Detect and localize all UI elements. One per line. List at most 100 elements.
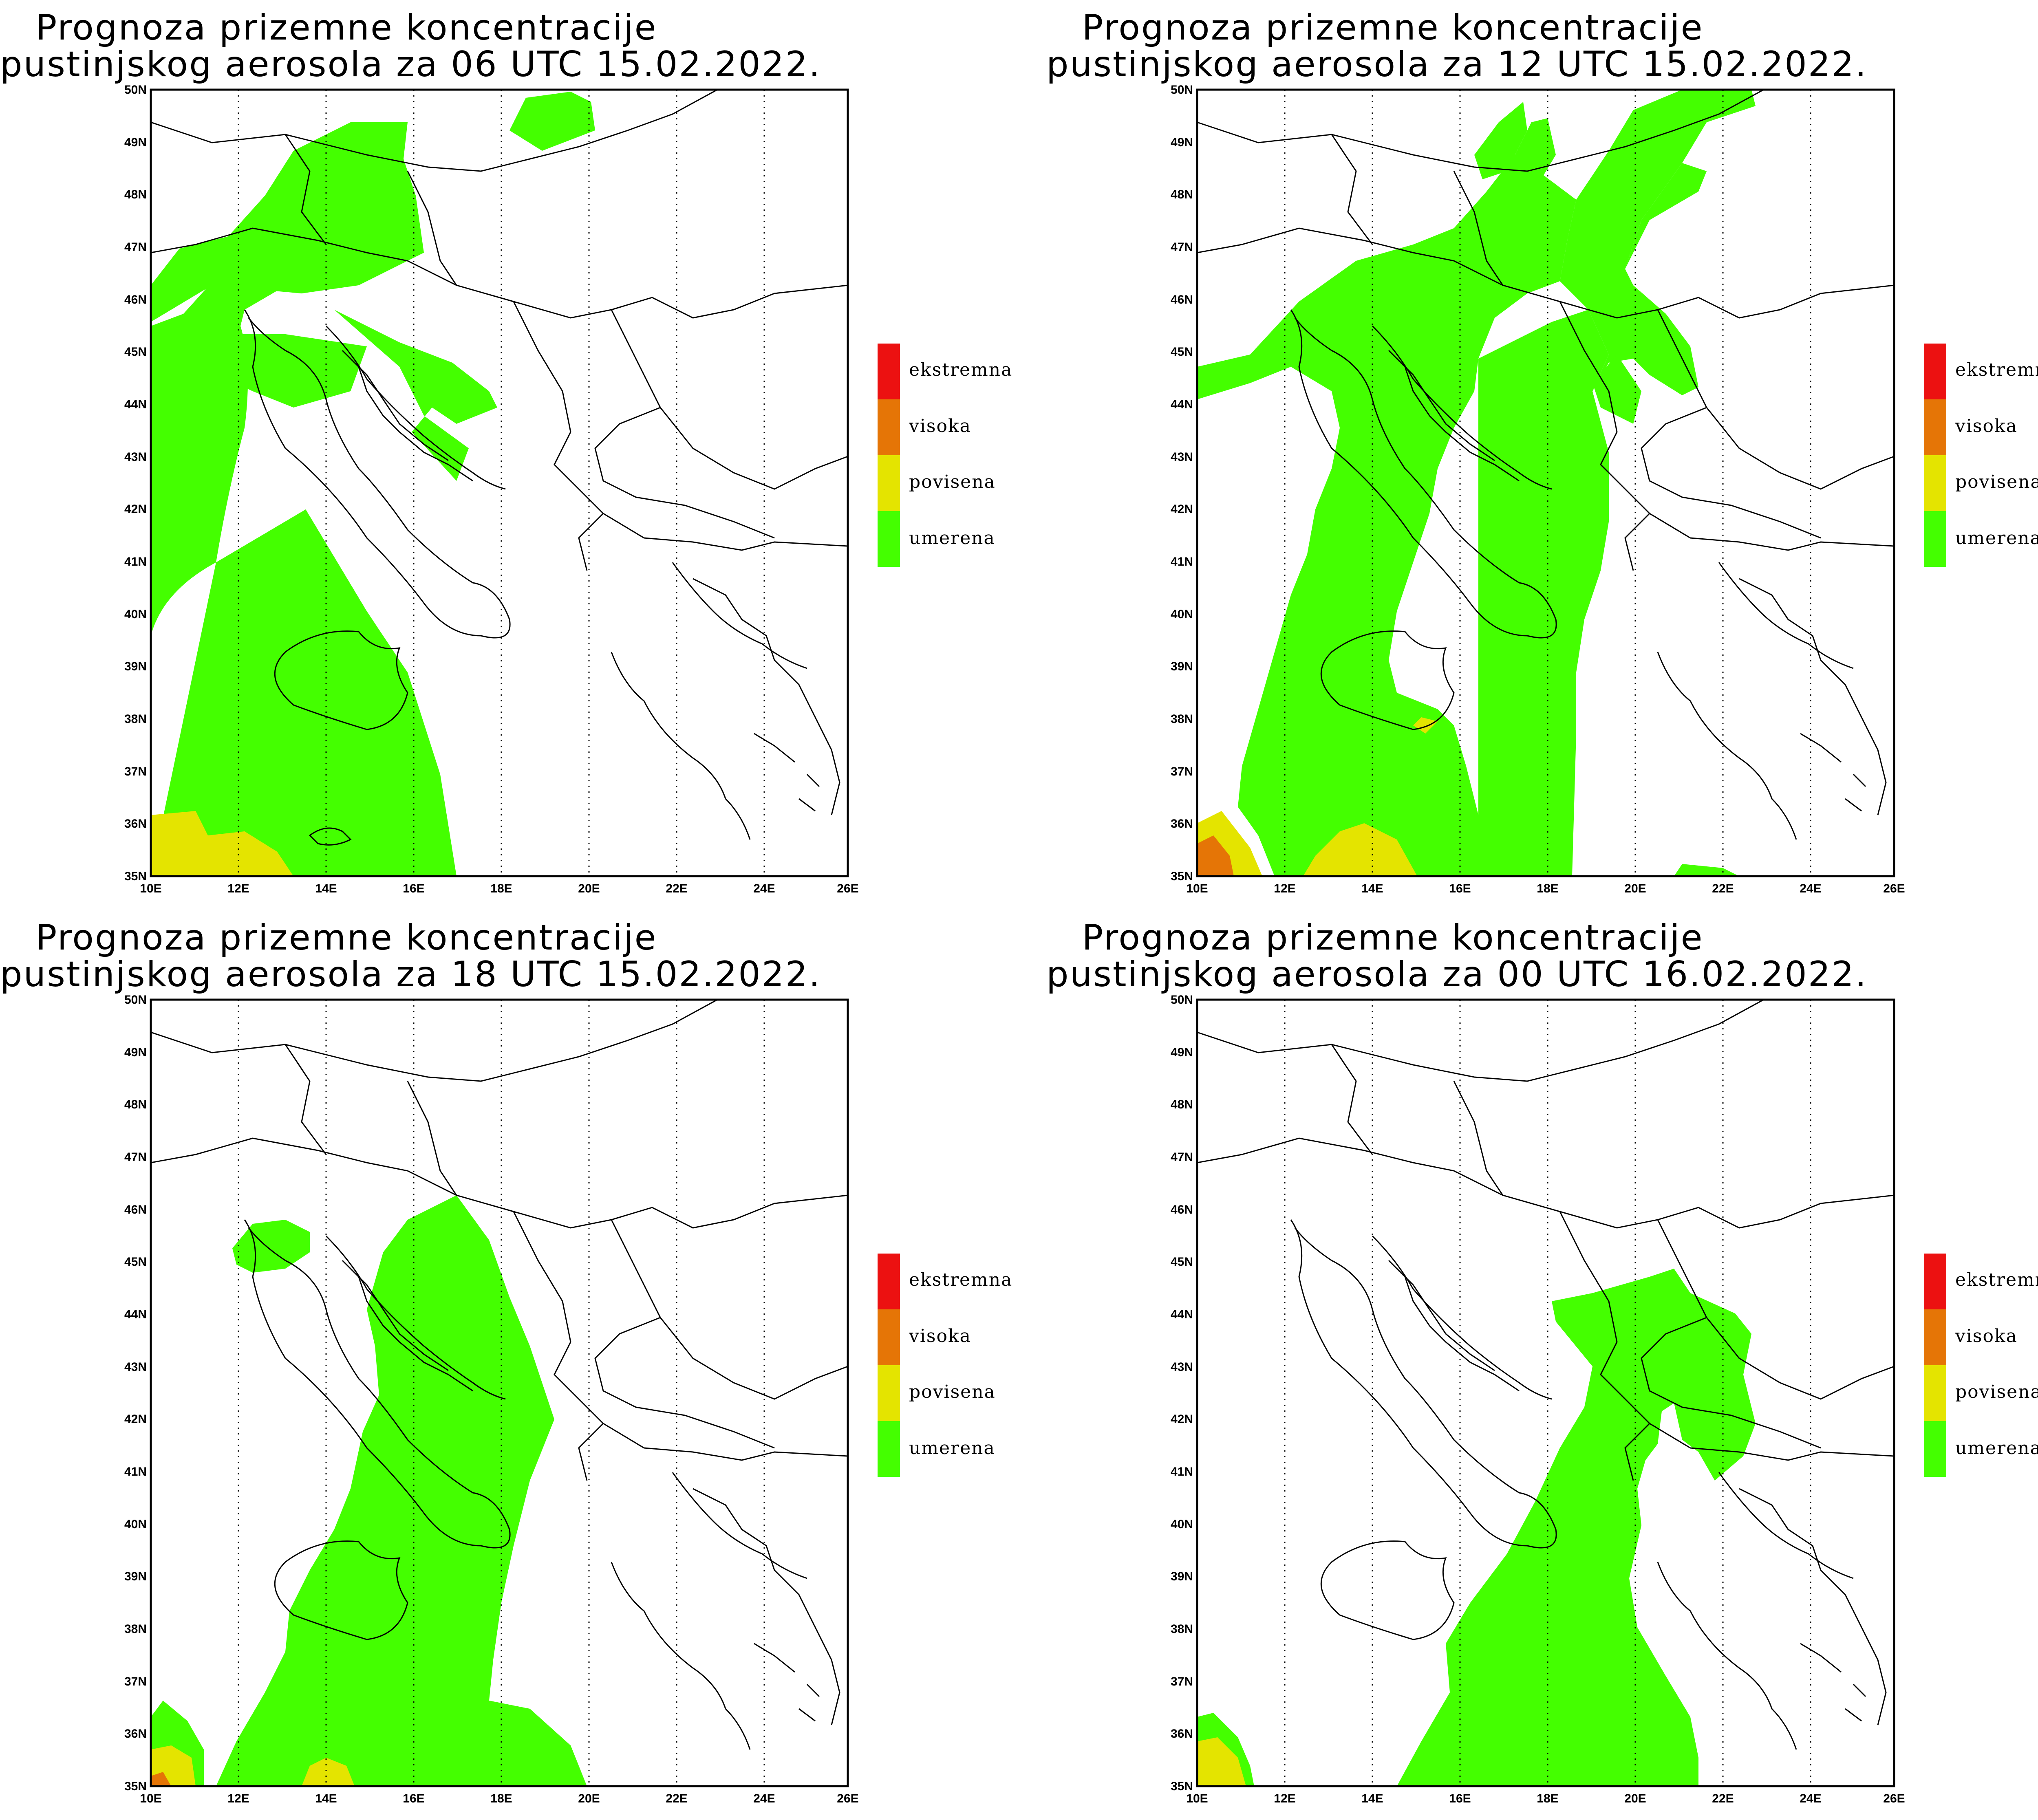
svg-text:50N: 50N	[124, 83, 147, 97]
svg-text:12E: 12E	[1274, 882, 1295, 895]
svg-text:41N: 41N	[124, 555, 147, 568]
y-axis-labels: 35N 36N 37N 38N 39N 40N 41N 42N 43N 44N …	[1171, 993, 1193, 1793]
svg-text:14E: 14E	[1361, 1792, 1383, 1805]
legend-swatch-visoka	[1924, 1309, 1946, 1365]
svg-text:16E: 16E	[403, 1792, 424, 1805]
forecast-panel-12utc: Prognoza prizemne koncentracije pustinjs…	[1046, 0, 2038, 910]
svg-text:45N: 45N	[124, 345, 147, 359]
svg-text:41N: 41N	[124, 1465, 147, 1478]
svg-text:44N: 44N	[1171, 1308, 1193, 1321]
legend-label-umerena: umerena	[1955, 528, 2038, 549]
legend-label-povisena: povisena	[909, 472, 996, 492]
svg-text:44N: 44N	[124, 1308, 147, 1321]
svg-text:49N: 49N	[1171, 136, 1193, 149]
svg-text:42N: 42N	[1171, 502, 1193, 516]
svg-text:45N: 45N	[1171, 345, 1193, 359]
svg-text:26E: 26E	[1883, 1792, 1905, 1805]
svg-text:38N: 38N	[1171, 712, 1193, 726]
svg-text:42N: 42N	[124, 502, 147, 516]
svg-text:35N: 35N	[1171, 1780, 1193, 1793]
legend-label-visoka: visoka	[1955, 416, 2018, 436]
svg-text:24E: 24E	[753, 882, 775, 895]
svg-text:35N: 35N	[124, 870, 147, 883]
svg-text:20E: 20E	[578, 882, 600, 895]
coastline-islands	[342, 1260, 840, 1725]
svg-text:18E: 18E	[490, 1792, 512, 1805]
map-frame	[150, 998, 849, 1787]
legend-label-umerena: umerena	[909, 528, 995, 549]
svg-text:46N: 46N	[1171, 1203, 1193, 1216]
svg-text:12E: 12E	[227, 1792, 249, 1805]
panel-title-line1: Prognoza prizemne koncentracije	[1082, 917, 1704, 958]
aerosol-povisena-area	[1197, 1737, 1246, 1786]
legend-label-visoka: visoka	[909, 416, 971, 436]
svg-text:49N: 49N	[1171, 1046, 1193, 1059]
svg-text:14E: 14E	[315, 1792, 337, 1805]
svg-text:36N: 36N	[124, 1727, 147, 1741]
svg-text:14E: 14E	[315, 882, 337, 895]
x-axis-labels: 10E 12E 14E 16E 18E 20E 22E 24E 26E	[1186, 882, 1905, 895]
svg-text:10E: 10E	[140, 882, 161, 895]
map-frame	[150, 88, 849, 877]
svg-text:48N: 48N	[1171, 1098, 1193, 1111]
svg-text:42N: 42N	[1171, 1412, 1193, 1426]
panel-title-line1: Prognoza prizemne koncentracije	[1082, 7, 1704, 48]
svg-text:10E: 10E	[140, 1792, 161, 1805]
y-axis-labels: 35N 36N 37N 38N 39N 40N 41N 42N 43N 44N …	[124, 993, 147, 1793]
aerosol-umerena-area	[1197, 1269, 1756, 1786]
svg-text:49N: 49N	[124, 136, 147, 149]
legend: ekstremna visoka povisena umerena	[1924, 344, 2038, 567]
legend-swatch-ekstremna	[1924, 344, 1946, 399]
svg-text:44N: 44N	[1171, 398, 1193, 411]
x-axis-labels: 10E 12E 14E 16E 18E 20E 22E 24E 26E	[140, 1792, 858, 1805]
svg-text:38N: 38N	[124, 712, 147, 726]
svg-text:12E: 12E	[227, 882, 249, 895]
svg-text:12E: 12E	[1274, 1792, 1295, 1805]
legend-swatch-ekstremna	[1924, 1254, 1946, 1309]
x-axis-labels: 10E 12E 14E 16E 18E 20E 22E 24E 26E	[1186, 1792, 1905, 1805]
legend-label-povisena: povisena	[909, 1382, 996, 1402]
legend-swatch-ekstremna	[878, 1254, 900, 1309]
svg-text:41N: 41N	[1171, 1465, 1193, 1478]
legend-swatch-umerena	[878, 511, 900, 567]
svg-text:48N: 48N	[124, 188, 147, 201]
svg-text:16E: 16E	[1449, 882, 1471, 895]
legend-label-povisena: povisena	[1955, 1382, 2038, 1402]
svg-text:24E: 24E	[1800, 1792, 1821, 1805]
svg-text:47N: 47N	[1171, 1150, 1193, 1164]
legend-swatch-povisena	[1924, 1365, 1946, 1421]
map-frame	[1196, 998, 1895, 1787]
svg-text:37N: 37N	[124, 1675, 147, 1688]
svg-text:16E: 16E	[1449, 1792, 1471, 1805]
panel-title-line2: pustinjskog aerosola za 00 UTC 16.02.202…	[1046, 954, 1868, 995]
aerosol-umerena-area	[151, 1195, 587, 1786]
legend: ekstremna visoka povisena umerena	[878, 1254, 1012, 1477]
svg-text:38N: 38N	[124, 1622, 147, 1636]
aerosol-povisena-area	[151, 811, 293, 876]
svg-text:43N: 43N	[1171, 1360, 1193, 1374]
svg-text:35N: 35N	[124, 1780, 147, 1793]
legend: ekstremna visoka povisena umerena	[878, 344, 1012, 567]
forecast-panel-00utc: Prognoza prizemne koncentracije pustinjs…	[1046, 910, 2038, 1820]
svg-text:42N: 42N	[124, 1412, 147, 1426]
svg-text:40N: 40N	[1171, 608, 1193, 621]
svg-text:43N: 43N	[1171, 450, 1193, 464]
svg-text:37N: 37N	[1171, 765, 1193, 778]
forecast-panel-18utc: Prognoza prizemne koncentracije pustinjs…	[0, 910, 1046, 1820]
svg-text:22E: 22E	[1712, 882, 1734, 895]
svg-text:20E: 20E	[578, 1792, 600, 1805]
svg-text:18E: 18E	[1537, 882, 1558, 895]
svg-text:22E: 22E	[666, 1792, 687, 1805]
svg-text:43N: 43N	[124, 1360, 147, 1374]
svg-text:22E: 22E	[1712, 1792, 1734, 1805]
legend-label-umerena: umerena	[1955, 1438, 2038, 1459]
legend-swatch-povisena	[1924, 455, 1946, 511]
legend-swatch-umerena	[1924, 1421, 1946, 1477]
panel-title-line2: pustinjskog aerosola za 12 UTC 15.02.202…	[1046, 44, 1868, 85]
svg-text:40N: 40N	[124, 608, 147, 621]
svg-text:10E: 10E	[1186, 1792, 1208, 1805]
legend-label-ekstremna: ekstremna	[909, 359, 1012, 380]
panel-title-line1: Prognoza prizemne koncentracije	[35, 7, 657, 48]
svg-text:22E: 22E	[666, 882, 687, 895]
svg-text:36N: 36N	[1171, 817, 1193, 831]
